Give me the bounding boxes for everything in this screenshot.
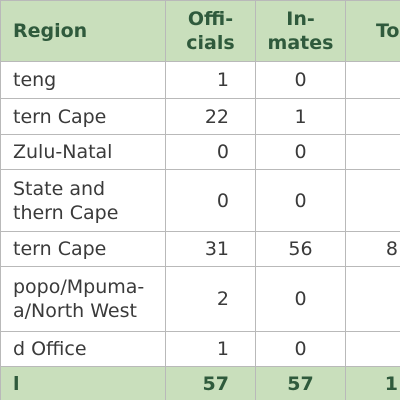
inmates-cell: 0 (255, 134, 346, 170)
cell-line: mates (267, 32, 334, 54)
cell-line: State and (13, 177, 106, 200)
region-cell: State and thern Cape (0, 169, 166, 232)
cell-line: a/North West (13, 300, 137, 322)
table-row: l 57 57 1 (0, 366, 400, 400)
table-row: tern Cape 31 56 8 (0, 231, 400, 267)
region-cell: d Office (0, 331, 166, 367)
table-row: teng 1 0 (0, 61, 400, 99)
cell-line: tern Cape (13, 105, 107, 128)
inmates-cell: 0 (255, 266, 346, 332)
officials-cell: 57 (165, 366, 256, 400)
table-row: tern Cape 22 1 (0, 98, 400, 135)
total-cell (345, 134, 400, 170)
inmates-cell: 1 (255, 98, 346, 135)
officials-cell: 0 (165, 134, 256, 170)
cell-line: teng (13, 69, 57, 91)
officials-cell: 1 (165, 61, 256, 99)
cell-line: l (13, 373, 20, 395)
inmates-cell: 57 (255, 366, 346, 400)
header-cell: In-mates (255, 0, 346, 62)
inmates-cell: 0 (255, 169, 346, 232)
total-cell (345, 331, 400, 367)
region-cell: tern Cape (0, 231, 166, 267)
table-row: popo/Mpuma-a/North West 2 0 (0, 266, 400, 332)
inmates-cell: 0 (255, 331, 346, 367)
officials-cell: 2 (165, 266, 256, 332)
officials-cell: 22 (165, 98, 256, 135)
cell-line: cials (186, 32, 235, 54)
total-cell (345, 266, 400, 332)
region-cell: teng (0, 61, 166, 99)
region-cell: popo/Mpuma-a/North West (0, 266, 166, 332)
table-row: d Office 1 0 (0, 331, 400, 367)
region-cell: tern Cape (0, 98, 166, 135)
officials-cell: 0 (165, 169, 256, 232)
cell-line: Offi- (187, 8, 234, 30)
cell-line: To (376, 20, 400, 42)
total-cell (345, 169, 400, 232)
header-cell: To (345, 0, 400, 62)
inmates-cell: 0 (255, 61, 346, 99)
header-row: Region Offi-cials In-mates To (0, 0, 400, 62)
table-row: State and thern Cape 0 0 (0, 169, 400, 232)
cell-line: Region (13, 20, 88, 42)
header-cell: Offi-cials (165, 0, 256, 62)
total-cell (345, 61, 400, 99)
total-cell (345, 98, 400, 135)
officials-cell: 31 (165, 231, 256, 267)
inmates-cell: 56 (255, 231, 346, 267)
header-cell: Region (0, 0, 166, 62)
cell-line: d Office (13, 338, 87, 360)
region-cell: Zulu-Natal (0, 134, 166, 170)
cell-line: Zulu-Natal (13, 141, 113, 163)
officials-cell: 1 (165, 331, 256, 367)
total-cell: 1 (345, 366, 400, 400)
cell-line: In- (286, 8, 315, 30)
region-cell: l (0, 366, 166, 400)
cell-line: thern Cape (13, 201, 119, 224)
cell-line: tern Cape (13, 238, 107, 260)
table-row: Zulu-Natal 0 0 (0, 134, 400, 170)
cell-line: popo/Mpuma- (13, 276, 145, 298)
total-cell: 8 (345, 231, 400, 267)
table-body: teng 1 0 tern Cape 22 1 Zulu-Natal 0 0 State and t… (0, 61, 400, 400)
